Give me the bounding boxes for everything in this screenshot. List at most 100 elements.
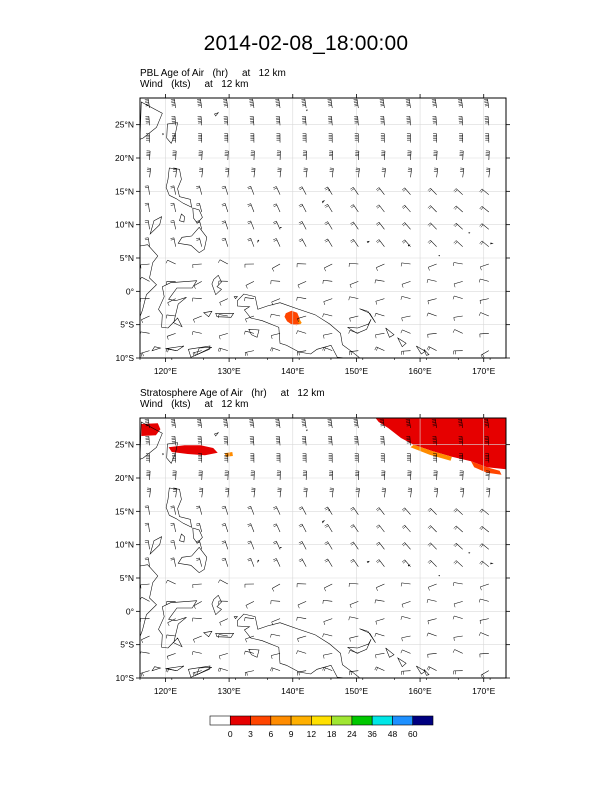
wind-barb-flag (454, 526, 458, 530)
wind-barb-flag (401, 317, 403, 322)
wind-barb (301, 523, 307, 533)
wind-barb-flag (401, 637, 403, 642)
wind-barb-flag (247, 203, 251, 206)
top-coastline-35 (490, 242, 494, 245)
wind-barb-flag (432, 420, 436, 422)
wind-barb (218, 314, 228, 317)
wind-barb-flag (453, 205, 457, 209)
wind-barb-flag (322, 667, 325, 671)
wind-barb-flag (428, 667, 431, 671)
wind-barb (408, 99, 411, 109)
bottom-coastline-13 (359, 628, 376, 643)
wind-barb-flag (298, 186, 303, 189)
wind-barb-flag (328, 423, 332, 425)
wind-barb (383, 436, 385, 446)
wind-barb (276, 558, 281, 567)
wind-barb-flag (375, 654, 377, 659)
wind-barb (404, 222, 411, 230)
wind-barb (166, 314, 176, 317)
colorbar-label: 3 (248, 729, 253, 739)
wind-barb (252, 419, 255, 429)
bottom-wind-barbs (140, 418, 491, 678)
wind-barb (245, 670, 254, 673)
wind-barb (349, 315, 359, 319)
wind-barb-flag (301, 418, 305, 420)
wind-barb (245, 315, 255, 320)
wind-barb (226, 419, 229, 429)
wind-barb-flag (484, 100, 488, 102)
wind-barb-flag (350, 524, 354, 527)
wind-barb (224, 523, 229, 533)
wind-barb-flag (196, 239, 200, 241)
wind-barb-flag (484, 420, 488, 422)
wind-barb-flag (299, 222, 303, 225)
wind-barb (454, 649, 463, 654)
wind-barb-flag (273, 540, 277, 543)
wind-barb (331, 116, 333, 126)
wind-barb-flag (302, 103, 306, 105)
wind-barb-flag (348, 296, 350, 301)
wind-barb-flag (323, 347, 326, 352)
bottom-coastline-15 (397, 657, 407, 668)
wind-barb-flag (327, 422, 332, 424)
wind-barb (435, 99, 437, 109)
wind-barb (327, 541, 333, 550)
wind-barb (401, 350, 411, 352)
wind-barb (375, 333, 385, 335)
wind-barb (430, 525, 437, 533)
bottom-coastline-34 (438, 575, 441, 577)
wind-barb-flag (406, 422, 410, 424)
wind-barb (480, 632, 489, 637)
wind-barb-flag (171, 105, 176, 107)
wind-barb (481, 206, 489, 213)
wind-barb (301, 558, 307, 567)
colorbar-label: 36 (367, 729, 377, 739)
wind-barb-flag (458, 103, 463, 105)
wind-barb-flag (273, 523, 277, 526)
wind-barb (323, 346, 333, 351)
wind-barb-flag (454, 206, 458, 210)
wind-barb-flag (222, 542, 226, 544)
wind-barb (148, 203, 150, 213)
wind-barb-flag (299, 239, 303, 242)
wind-barb-flag (427, 300, 429, 305)
wind-barb-flag (405, 98, 410, 100)
wind-barb (323, 653, 333, 656)
wind-barb (245, 350, 254, 353)
wind-barb-flag (484, 102, 489, 104)
wind-barb-flag (217, 667, 220, 672)
wind-barb-flag (249, 98, 253, 100)
wind-barb-flag (246, 352, 248, 356)
wind-barb-flag (354, 423, 358, 425)
bottom-level-label: at (280, 388, 289, 399)
wind-barb-flag (197, 420, 201, 422)
wind-barb-flag (171, 423, 176, 425)
top-coastline-7 (158, 280, 198, 329)
wind-barb (357, 116, 359, 126)
wind-barb-flag (247, 187, 252, 190)
wind-barb-flag (427, 205, 431, 209)
wind-barb (404, 187, 411, 195)
wind-barb (271, 667, 281, 671)
wind-barb (487, 99, 490, 109)
top-vector-label: Wind (140, 79, 163, 90)
wind-barb-flag (221, 185, 226, 188)
wind-barb-flag (484, 105, 489, 107)
wind-barb (453, 582, 463, 585)
wind-barb (149, 488, 151, 498)
wind-barb (455, 223, 463, 230)
wind-barb-flag (324, 204, 328, 207)
wind-barb (301, 186, 307, 195)
bottom-coastline-26 (214, 432, 220, 437)
wind-barb-flag (247, 204, 252, 207)
top-coastline-36 (468, 232, 471, 234)
wind-barb (301, 221, 307, 230)
wind-barb-flag (479, 620, 481, 624)
wind-barb-flag (348, 330, 351, 334)
wind-barb (356, 419, 359, 429)
wind-barb-flag (428, 241, 432, 244)
wind-barb-flag (374, 633, 377, 637)
wind-barb-flag (197, 425, 202, 427)
bottom-coastline-4 (149, 536, 163, 555)
